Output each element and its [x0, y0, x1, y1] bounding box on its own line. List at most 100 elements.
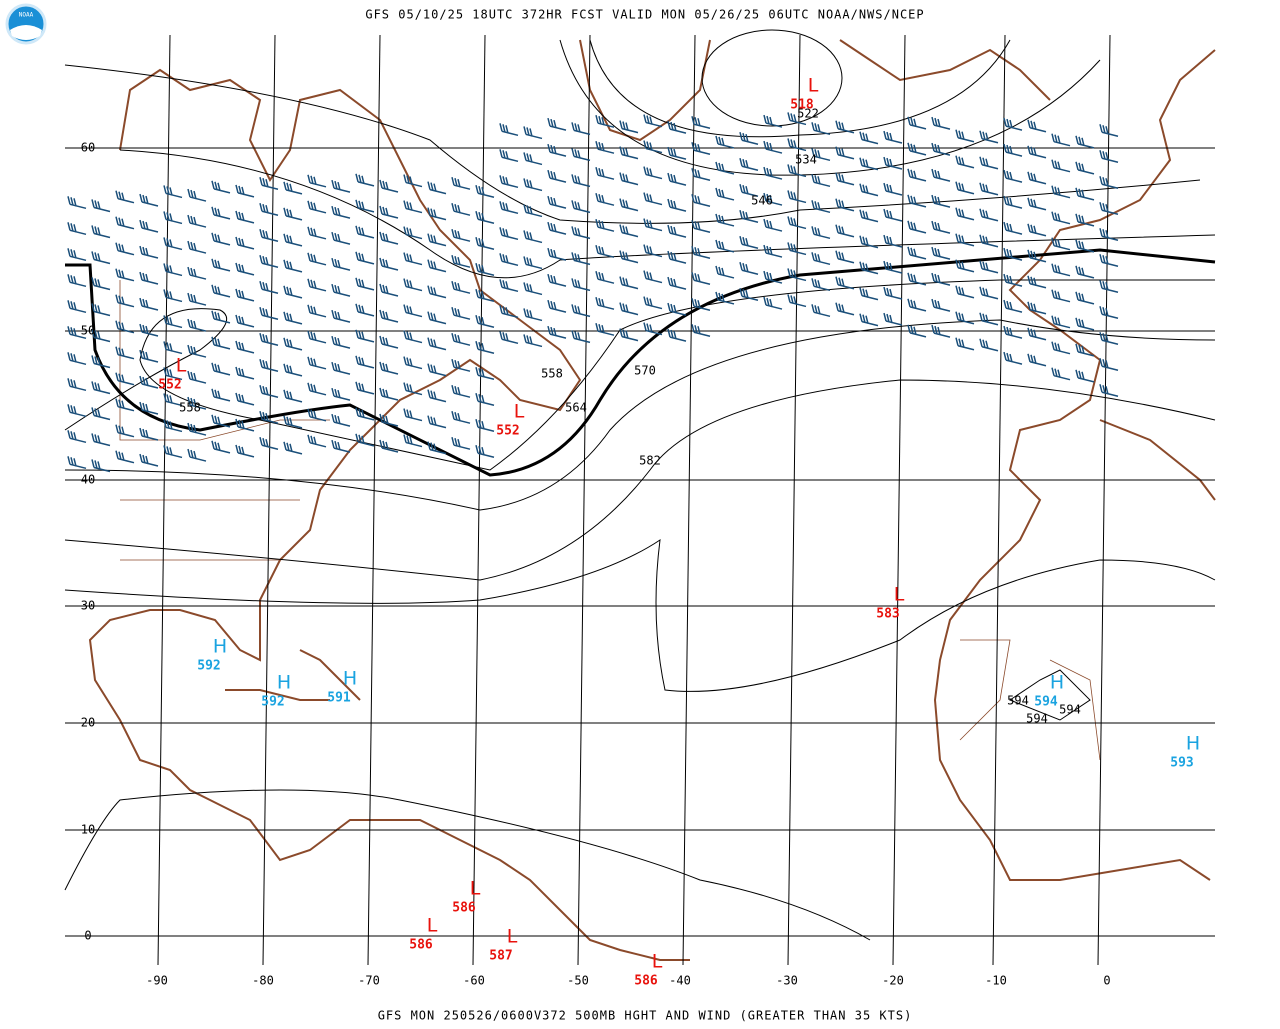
wind-barb	[619, 250, 639, 264]
wind-barb	[883, 312, 903, 326]
wind-barb	[403, 174, 423, 188]
wind-barb	[979, 208, 999, 222]
wind-barb	[427, 259, 447, 273]
longitude-line	[787, 34, 801, 966]
pressure-center-value: 592	[197, 659, 220, 674]
wind-barb	[1051, 315, 1071, 329]
wind-barb	[1003, 169, 1023, 183]
coastlines	[88, 39, 1216, 961]
pressure-center-symbol: L	[507, 926, 518, 948]
wind-barb	[451, 176, 471, 190]
wind-barb	[1027, 119, 1047, 133]
wind-barb	[283, 259, 303, 273]
wind-barb	[595, 115, 615, 128]
wind-barb	[907, 142, 927, 156]
wind-barb	[1003, 221, 1023, 235]
wind-barb	[235, 444, 255, 458]
wind-barb	[835, 146, 855, 160]
wind-barb	[211, 414, 231, 428]
wind-barb	[403, 434, 423, 448]
wind-barb	[955, 207, 975, 221]
wind-barb	[403, 356, 423, 370]
wind-barb	[235, 314, 255, 328]
longitude-label: -60	[463, 974, 485, 988]
wind-barb	[403, 408, 423, 422]
wind-barb	[763, 192, 783, 206]
wind-barb	[139, 453, 159, 467]
wind-barb	[1099, 124, 1119, 137]
map-caption: GFS MON 250526/0600V372 500MB HGHT AND W…	[378, 1009, 913, 1023]
wind-barb	[235, 418, 255, 432]
wind-barb	[211, 362, 231, 376]
wind-barb	[979, 260, 999, 274]
wind-barb	[331, 309, 351, 323]
wind-barb	[1027, 171, 1047, 185]
wind-barb	[67, 456, 87, 470]
wind-barb	[67, 274, 87, 288]
wind-barb	[523, 282, 543, 296]
wind-barb	[739, 236, 759, 249]
wind-barb	[211, 180, 231, 194]
wind-barb	[667, 328, 687, 342]
wind-barb	[931, 246, 951, 260]
wind-barb	[1099, 254, 1119, 267]
wind-barb	[67, 326, 87, 340]
wind-barb	[691, 324, 711, 337]
wind-barb	[547, 247, 567, 261]
wind-barb	[115, 190, 135, 204]
wind-barb	[1051, 263, 1071, 277]
wind-barb	[619, 172, 639, 186]
wind-barb	[187, 240, 207, 254]
wind-barb	[379, 309, 399, 323]
wind-barb	[67, 430, 87, 444]
wind-barb	[715, 161, 735, 175]
wind-barb	[139, 427, 159, 441]
wind-barb	[619, 302, 639, 316]
wind-barb	[619, 198, 639, 212]
pressure-center-symbol: L	[470, 878, 481, 900]
wind-barb	[259, 411, 279, 424]
wind-barb	[1051, 159, 1071, 173]
pressure-center-symbol: L	[652, 951, 663, 973]
wind-barb	[931, 116, 951, 130]
wind-barb	[427, 441, 447, 455]
wind-barb	[355, 381, 375, 395]
wind-barb	[907, 220, 927, 234]
wind-barb	[451, 228, 471, 242]
latitude-label: 40	[81, 473, 95, 487]
wind-barb	[163, 367, 183, 381]
wind-barb	[91, 277, 111, 291]
wind-barb	[499, 305, 519, 319]
wind-barb	[283, 441, 303, 455]
wind-barb	[691, 246, 711, 259]
wind-barb	[667, 302, 687, 316]
wind-barb	[451, 384, 471, 398]
wind-barb	[859, 261, 879, 275]
wind-barb	[1051, 185, 1071, 199]
wind-barb	[91, 329, 111, 343]
wind-barb	[163, 393, 183, 407]
wind-barb	[547, 169, 567, 183]
wind-barb	[67, 248, 87, 262]
contour-label: 534	[795, 153, 817, 167]
wind-barb	[499, 123, 519, 137]
wind-barb	[715, 213, 735, 227]
wind-barb	[427, 311, 447, 325]
wind-barb	[163, 289, 183, 303]
pressure-center-value: 583	[876, 607, 899, 622]
wind-barb	[379, 179, 399, 193]
longitude-line	[892, 34, 906, 966]
wind-barb	[811, 148, 831, 162]
wind-barb	[331, 283, 351, 297]
wind-barb	[571, 174, 591, 188]
wind-barb	[427, 389, 447, 403]
wind-barb	[835, 302, 855, 316]
wind-barb	[595, 271, 615, 284]
wind-barb	[163, 237, 183, 251]
wind-barb	[1075, 187, 1095, 201]
wind-barb	[619, 224, 639, 238]
wind-barb	[931, 194, 951, 208]
wind-barb	[427, 207, 447, 221]
wind-barb	[667, 250, 687, 264]
wind-barb	[187, 318, 207, 332]
